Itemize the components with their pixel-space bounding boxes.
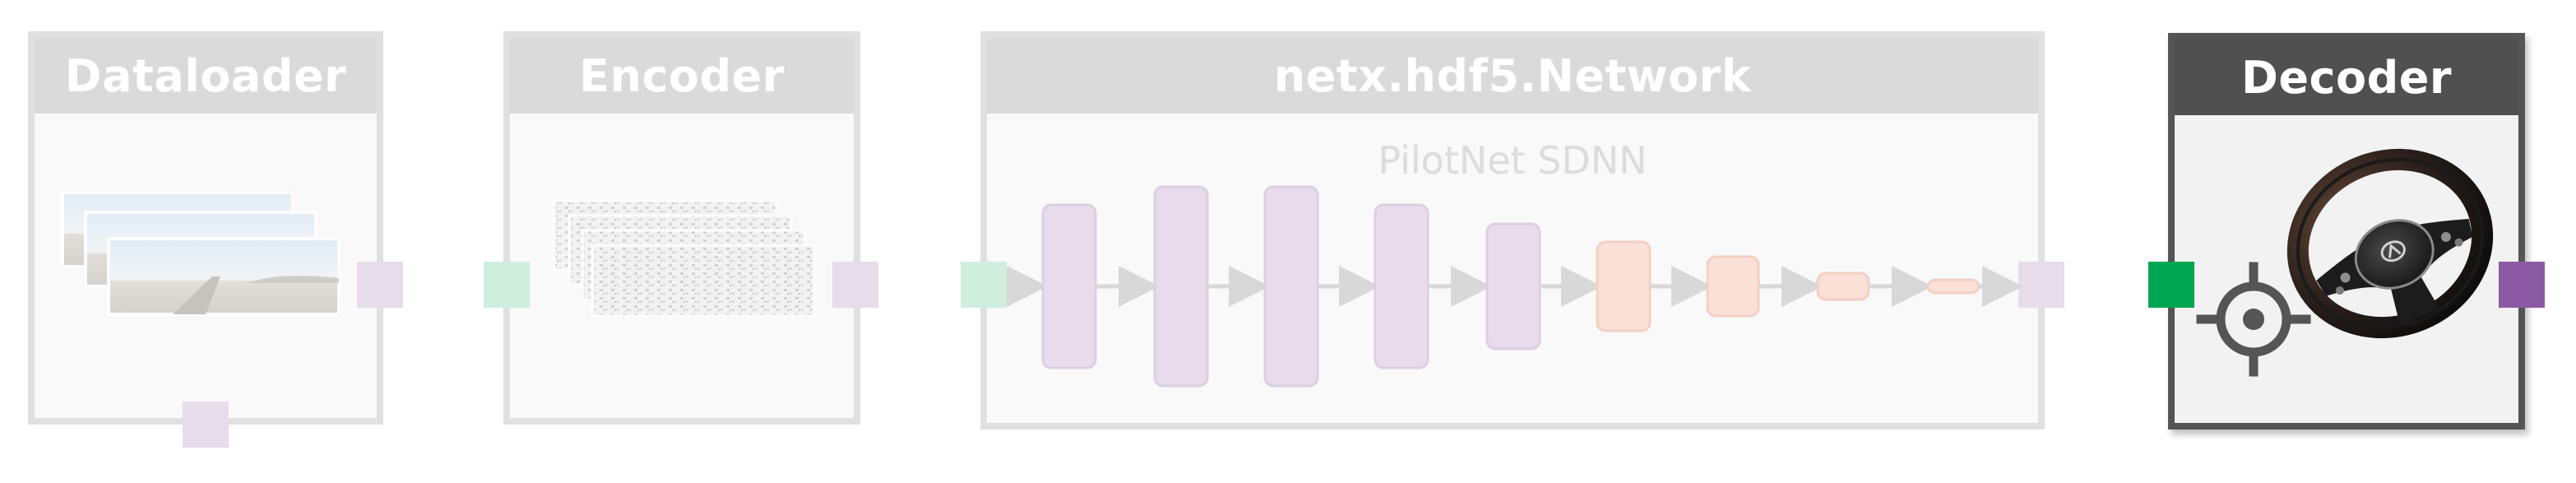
network-block: netx.hdf5.Network PilotNet SDNN: [980, 31, 2045, 430]
encoder-input-port: [484, 262, 530, 308]
decoder-title: Decoder: [2175, 39, 2518, 115]
network-output-port: [2018, 262, 2064, 308]
network-subtitle: PilotNet SDNN: [1378, 138, 1647, 183]
dataloader-block: Dataloader: [28, 31, 383, 425]
encoder-output-port: [832, 262, 878, 308]
decoder-input-port: [2148, 262, 2194, 308]
dataloader-title: Dataloader: [35, 38, 377, 114]
network-title: netx.hdf5.Network: [987, 38, 2038, 114]
decoder-output-port: [2499, 262, 2545, 308]
decoder-block: Decoder: [2168, 33, 2525, 430]
dataloader-bottom-port: [183, 402, 229, 448]
encoder-block: Encoder: [503, 31, 860, 425]
network-input-port: [961, 262, 1007, 308]
dataloader-output-port: [357, 262, 403, 308]
encoder-title: Encoder: [510, 38, 854, 114]
